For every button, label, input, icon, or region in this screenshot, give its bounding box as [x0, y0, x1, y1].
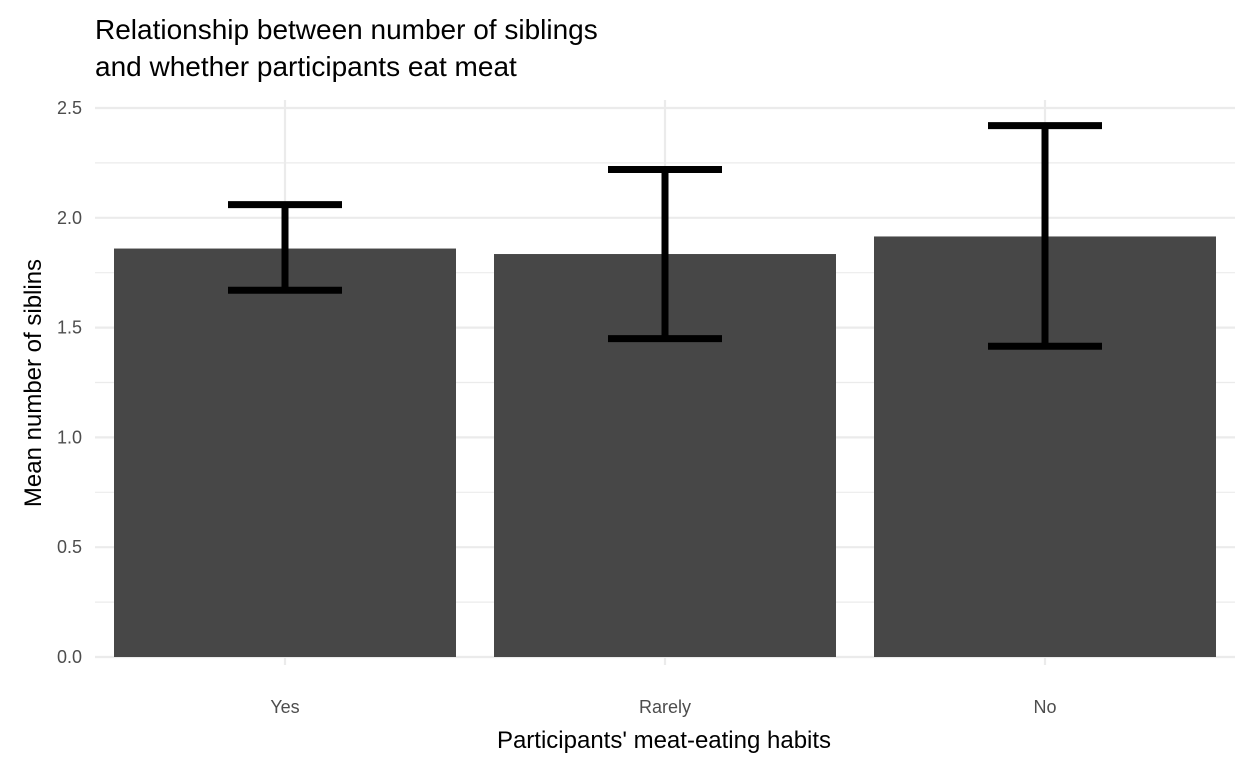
x-tick-label: Yes — [270, 697, 299, 717]
chart-title-line-2: and whether participants eat meat — [95, 51, 517, 82]
chart-title-line-1: Relationship between number of siblings — [95, 14, 598, 45]
y-tick-label: 0.5 — [57, 537, 82, 557]
y-tick-labels: 0.0 0.5 1.0 1.5 2.0 2.5 — [57, 98, 82, 667]
x-tick-label: Rarely — [639, 697, 691, 717]
x-axis-title: Participants' meat-eating habits — [497, 727, 831, 754]
y-tick-label: 1.0 — [57, 427, 82, 447]
error-bars — [228, 122, 1102, 350]
y-tick-label: 1.5 — [57, 318, 82, 338]
y-axis-title: Mean number of siblins — [20, 259, 47, 507]
y-tick-label: 2.0 — [57, 208, 82, 228]
x-tick-labels: Yes Rarely No — [270, 697, 1056, 717]
bar-yes — [114, 248, 456, 657]
x-tick-label: No — [1033, 697, 1056, 717]
y-tick-label: 2.5 — [57, 98, 82, 118]
y-tick-label: 0.0 — [57, 647, 82, 667]
